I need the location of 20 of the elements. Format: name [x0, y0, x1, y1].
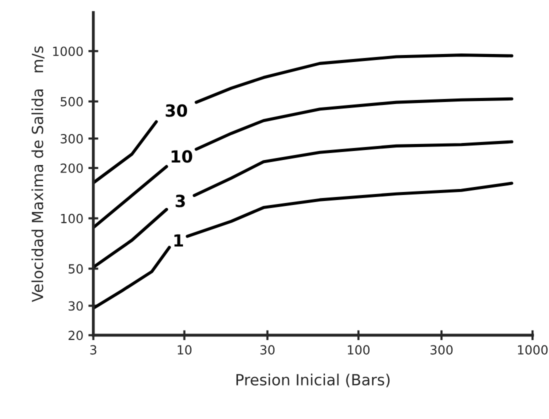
y-tick-label: 100	[61, 214, 83, 224]
x-axis-title: Presion Inicial (Bars)	[236, 374, 390, 388]
y-tick-label: 200	[60, 163, 83, 173]
x-tick-label: 3	[90, 345, 96, 355]
y-tick-label: 20	[68, 330, 83, 340]
x-tick-label: 30	[260, 345, 275, 355]
series-label: 30	[166, 104, 188, 117]
x-tick-label: 1000	[518, 345, 548, 355]
y-tick-label: 300	[60, 134, 83, 144]
x-tick-label: 100	[348, 345, 370, 355]
y-axis-title: Velocidad Maxima de Salida m/s	[31, 46, 44, 302]
y-tick-label: 500	[60, 96, 83, 106]
series-label: 3	[176, 194, 185, 208]
x-tick-label: 300	[430, 345, 453, 355]
y-tick-label: 1000	[53, 46, 83, 56]
x-tick-label: 10	[178, 345, 192, 355]
y-tick-label: 30	[68, 301, 83, 311]
series-label: 1	[174, 234, 183, 246]
y-tick-label: 50	[68, 264, 83, 274]
series-label: 10	[172, 150, 192, 163]
